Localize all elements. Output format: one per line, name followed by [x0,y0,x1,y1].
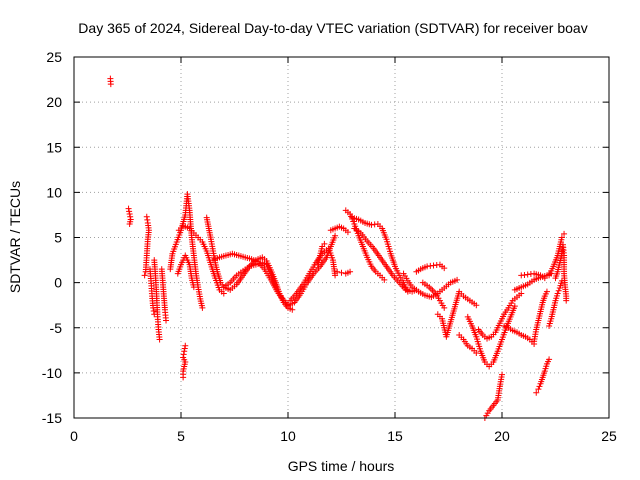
grid [74,57,609,418]
x-tick-label: 10 [280,428,296,444]
data-point [107,81,114,88]
data-point [334,268,341,275]
x-axis-label: GPS time / hours [288,458,395,474]
data-point [289,306,296,313]
data-point [144,216,151,223]
data-point [563,297,570,304]
y-tick-label: 10 [46,184,62,200]
data-point [180,374,187,381]
data-point [338,269,345,276]
data-point [543,288,550,295]
x-tick-label: 20 [494,428,510,444]
data-point [546,356,553,363]
data-point [344,229,351,236]
x-tick-label: 5 [177,428,185,444]
data-point [126,220,133,227]
data-point [541,275,548,282]
data-point [332,272,339,279]
data-point [518,290,525,297]
y-tick-label: 25 [46,49,62,65]
data-point [181,348,188,355]
data-point [126,208,133,215]
y-tick-label: 5 [54,230,62,246]
data-point [473,302,480,309]
data-point [381,276,388,283]
data-point [347,268,354,275]
y-tick-label: 20 [46,94,62,110]
x-axis-ticks: 0 5 10 15 20 25 [70,57,617,444]
data-point [441,304,448,311]
data-point [441,265,448,272]
y-tick-label: -10 [42,365,62,381]
data-point [473,350,480,357]
x-tick-label: 15 [387,428,403,444]
y-tick-label: -5 [50,320,63,336]
data-point [454,276,461,283]
data-point [321,240,328,247]
data-point [499,371,505,378]
data-point [126,211,133,218]
data-point [511,303,518,310]
data-point [536,383,543,390]
data-point [156,336,163,343]
data-point [332,232,339,239]
data-point [141,272,148,279]
data-point [533,389,540,396]
y-axis-ticks: 25 20 15 10 5 0 -5 -10 -15 [42,49,609,426]
y-tick-label: 15 [46,139,62,155]
chart-title: Day 365 of 2024, Sidereal Day-to-day VTE… [78,20,587,36]
y-axis-label: SDTVAR / TECUs [7,181,23,293]
y-tick-label: 0 [54,275,62,291]
data-points [107,75,570,421]
data-point [535,386,542,393]
data-point [199,304,206,311]
data-point [163,317,170,324]
x-tick-label: 0 [70,428,78,444]
data-point [125,205,132,212]
data-point [561,230,568,237]
data-point [180,351,187,358]
data-point [181,345,188,352]
x-tick-label: 25 [601,428,617,444]
y-tick-label: -15 [42,410,62,426]
data-point [150,308,157,315]
data-point [554,290,561,297]
data-point [555,287,562,294]
data-point [558,234,565,241]
data-point [143,213,150,220]
data-point [182,342,189,349]
data-point [190,284,197,291]
data-point [220,290,227,297]
